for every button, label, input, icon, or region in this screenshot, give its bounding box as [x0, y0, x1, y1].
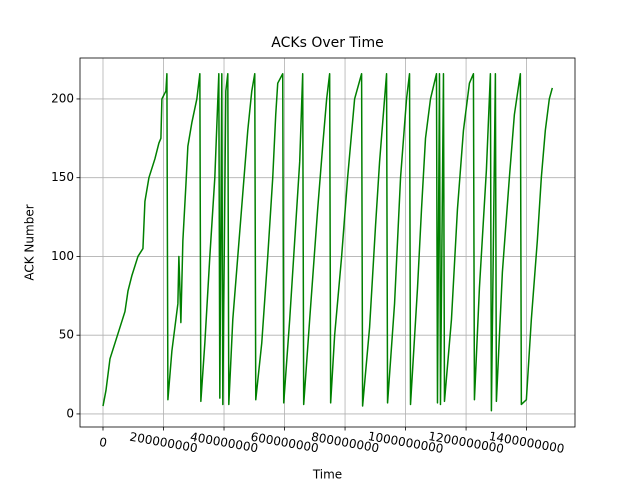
plot-frame: [79, 57, 576, 428]
x-axis-label: Time: [312, 468, 342, 480]
y-tick-label: 150: [51, 170, 74, 184]
y-tick-label: 200: [51, 91, 74, 105]
chart-title: ACKs Over Time: [271, 35, 383, 51]
x-tick-label: 0: [98, 435, 108, 450]
y-tick-label: 100: [51, 249, 74, 263]
y-axis-label: ACK Number: [23, 204, 37, 280]
y-tick-label: 0: [66, 406, 74, 420]
data-line: [102, 73, 554, 412]
y-tick-label: 50: [59, 328, 74, 342]
